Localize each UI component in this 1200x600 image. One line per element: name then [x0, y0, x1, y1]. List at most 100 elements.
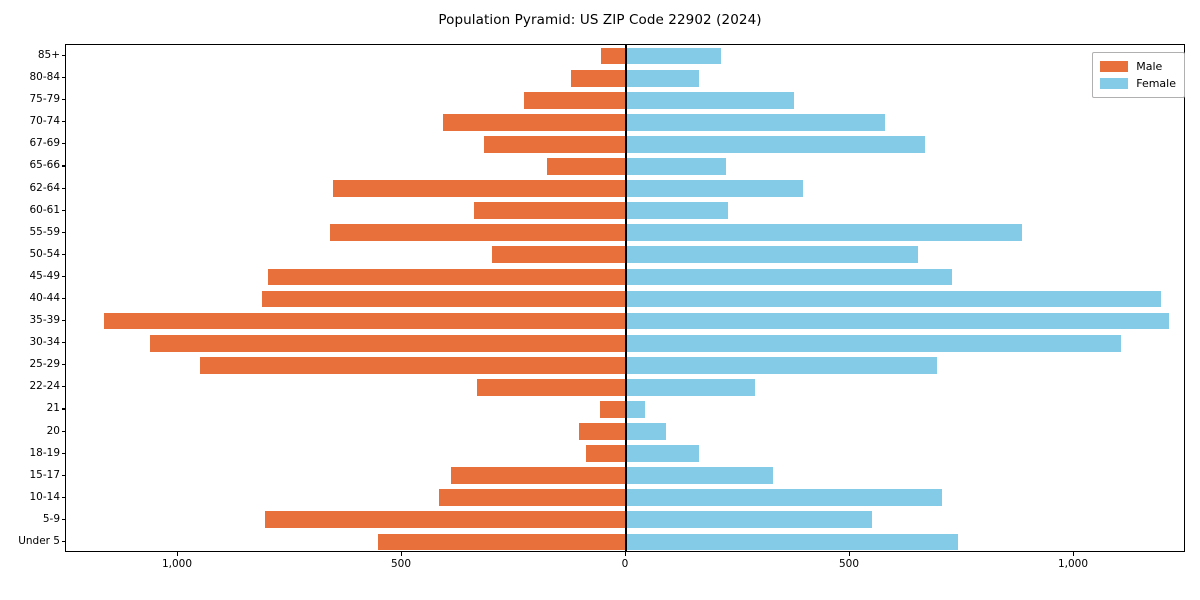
bar-row: [66, 290, 1184, 308]
y-axis-tick-mark: [61, 275, 65, 277]
y-axis-tick-mark: [61, 540, 65, 543]
bar-male: [267, 268, 626, 286]
x-axis-tick-label: 0: [621, 558, 629, 570]
y-axis-tick-mark: [61, 99, 65, 101]
bar-row: [66, 113, 1184, 131]
bar-female: [626, 47, 722, 65]
y-axis-tick-mark: [61, 342, 65, 344]
bar-row: [66, 135, 1184, 153]
y-axis-tick-label: 80-84: [29, 71, 60, 84]
bar-row: [66, 91, 1184, 109]
bar-row: [66, 378, 1184, 396]
y-axis-tick-mark: [61, 121, 65, 123]
y-axis-tick-mark: [61, 496, 65, 498]
bar-male: [443, 113, 626, 131]
bar-female: [626, 290, 1162, 308]
x-axis-tick-label: 1,000: [161, 558, 193, 570]
y-axis-tick-label: 5-9: [42, 512, 60, 525]
bar-row: [66, 312, 1184, 330]
bar-row: [66, 467, 1184, 485]
x-axis-labels: 1,000 500 0 500 1,000: [65, 558, 1185, 578]
bar-row: [66, 224, 1184, 242]
y-axis-tick-mark: [61, 143, 65, 145]
x-axis-tick-label: 500: [838, 558, 860, 570]
y-axis-tick-mark: [61, 231, 65, 233]
bar-male: [438, 489, 626, 507]
bar-female: [626, 202, 729, 220]
y-axis-tick-label: 40-44: [29, 292, 60, 304]
y-axis-tick-mark: [61, 298, 65, 300]
y-axis-tick-mark: [61, 187, 65, 189]
legend-color-swatch: [1100, 78, 1129, 89]
bar-row: [66, 356, 1184, 374]
y-axis-labels: 85+ 80-84 75-79 70-74 67-69 65-66 62-64 60-61 55…: [0, 44, 60, 552]
y-axis-tick-label: 65-66: [29, 159, 60, 172]
x-axis-tick-label: 500: [390, 558, 412, 570]
x-axis-tick-mark: [401, 552, 403, 556]
y-axis-tick-label: 15-17: [29, 468, 60, 481]
bar-male: [377, 533, 626, 551]
legend-label: Female: [1136, 77, 1176, 90]
x-axis-tick-mark: [177, 552, 179, 556]
y-axis-tick-mark: [61, 320, 65, 322]
y-axis-tick-marks: [0, 44, 66, 552]
y-axis-tick-label: 62-64: [29, 181, 60, 194]
bar-row: [66, 533, 1184, 551]
bar-male: [265, 511, 626, 529]
bar-row: [66, 202, 1184, 220]
bar-male: [104, 312, 626, 330]
bar-male: [451, 467, 626, 485]
bar-male: [477, 378, 626, 396]
bar-male: [492, 246, 626, 264]
bar-row: [66, 47, 1184, 65]
legend-color-swatch: [1100, 61, 1129, 72]
bar-female: [626, 445, 700, 462]
bar-row: [66, 268, 1184, 286]
bar-female: [626, 312, 1169, 330]
bar-male: [150, 334, 626, 352]
bar-male: [599, 401, 626, 418]
y-axis-tick-mark: [61, 364, 65, 366]
y-axis-tick-label: 55-59: [29, 225, 60, 238]
y-axis-tick-label: 85+: [37, 49, 60, 62]
y-axis-tick-label: 70-74: [29, 115, 60, 128]
y-axis-tick-label: 75-79: [29, 93, 60, 106]
bar-female: [626, 158, 727, 175]
bar-female: [626, 135, 926, 153]
bar-female: [626, 113, 885, 131]
y-axis-tick-mark: [61, 452, 65, 454]
y-axis-tick-label: 45-49: [29, 269, 60, 282]
bar-row: [66, 423, 1184, 440]
bar-female: [626, 69, 699, 87]
y-axis-tick-mark: [61, 55, 65, 57]
bar-male: [571, 69, 626, 87]
y-axis-tick-mark: [61, 474, 65, 476]
x-axis-tick-marks: [65, 552, 1185, 557]
x-axis-tick-mark: [849, 552, 851, 556]
bar-male: [483, 135, 626, 153]
bar-female: [626, 246, 919, 264]
y-axis-tick-label: 18-19: [29, 446, 60, 459]
legend-entry[interactable]: Male: [1100, 58, 1176, 75]
y-axis-tick-label: 25-29: [29, 358, 60, 371]
y-axis-tick-label: 20: [46, 424, 60, 437]
bar-female: [626, 533, 959, 551]
y-axis-tick-label: 21: [46, 402, 60, 415]
bar-female: [626, 378, 756, 396]
bar-row: [66, 69, 1184, 87]
bars-layer: [66, 45, 1184, 551]
zero-axis-line: [625, 45, 627, 551]
y-axis-tick-mark: [61, 518, 65, 520]
bar-row: [66, 246, 1184, 264]
plot-area: [65, 44, 1185, 552]
legend-entry[interactable]: Female: [1100, 75, 1176, 92]
y-axis-tick-label: 60-61: [29, 203, 60, 216]
y-axis-tick-mark: [61, 430, 65, 432]
bar-male: [332, 180, 626, 197]
bar-male: [585, 445, 626, 462]
y-axis-tick-label: 22-24: [29, 380, 60, 393]
bar-female: [626, 224, 1023, 242]
bar-row: [66, 445, 1184, 462]
y-axis-tick-mark: [61, 209, 65, 211]
